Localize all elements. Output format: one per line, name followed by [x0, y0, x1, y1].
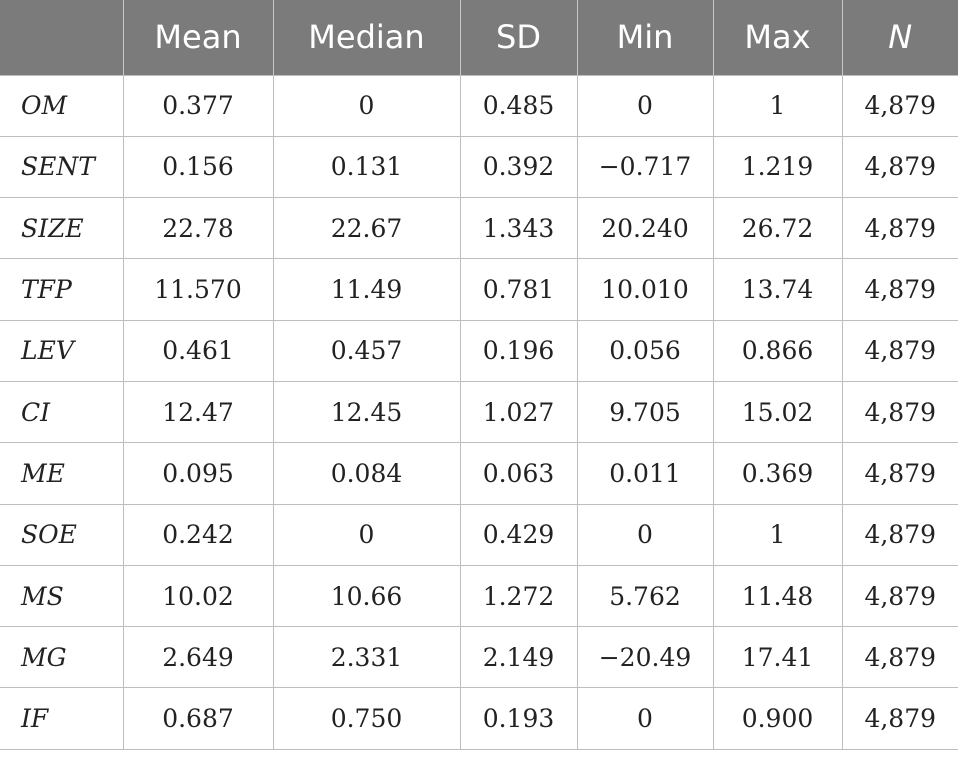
cell-n: 4,879: [841, 687, 958, 750]
table-row: SIZE 22.78 22.67 1.343 20.240 26.72 4,879: [0, 197, 958, 260]
row-label: CI: [0, 380, 124, 444]
cell-min: 0: [576, 503, 714, 566]
cell-max: 0.900: [712, 687, 843, 750]
cell-max: 0.369: [712, 442, 843, 505]
table-row: SENT 0.156 0.131 0.392 −0.717 1.219 4,879: [0, 135, 958, 199]
cell-max: 26.72: [712, 197, 843, 260]
row-label: SIZE: [0, 197, 124, 260]
cell-n: 4,879: [841, 135, 958, 199]
row-label: MG: [0, 626, 124, 689]
cell-median: 11.49: [272, 258, 461, 321]
cell-median: 0.084: [272, 442, 461, 505]
cell-n: 4,879: [841, 258, 958, 321]
cell-mean: 0.242: [122, 503, 274, 566]
table-row: SOE 0.242 0 0.429 0 1 4,879: [0, 503, 958, 566]
cell-max: 1: [712, 74, 843, 137]
header-cell-max: Max: [713, 0, 843, 75]
cell-min: 0.056: [576, 319, 714, 382]
cell-sd: 0.781: [459, 258, 578, 321]
cell-sd: 0.063: [459, 442, 578, 505]
table-row: OM 0.377 0 0.485 0 1 4,879: [0, 74, 958, 137]
cell-min: 0.011: [576, 442, 714, 505]
table-row: IF 0.687 0.750 0.193 0 0.900 4,879: [0, 687, 958, 750]
table-row: ME 0.095 0.084 0.063 0.011 0.369 4,879: [0, 442, 958, 505]
row-label: IF: [0, 687, 124, 750]
header-cell-empty: [0, 0, 124, 75]
cell-n: 4,879: [841, 380, 958, 444]
cell-max: 1: [712, 503, 843, 566]
cell-median: 0: [272, 74, 461, 137]
cell-mean: 10.02: [122, 564, 274, 628]
cell-max: 13.74: [712, 258, 843, 321]
table-row: MG 2.649 2.331 2.149 −20.49 17.41 4,879: [0, 626, 958, 689]
cell-median: 12.45: [272, 380, 461, 444]
cell-n: 4,879: [841, 74, 958, 137]
cell-mean: 0.095: [122, 442, 274, 505]
header-cell-mean: Mean: [123, 0, 274, 75]
row-label: MS: [0, 564, 124, 628]
cell-min: 20.240: [576, 197, 714, 260]
header-cell-n: N: [842, 0, 958, 75]
cell-n: 4,879: [841, 626, 958, 689]
cell-min: 10.010: [576, 258, 714, 321]
cell-n: 4,879: [841, 442, 958, 505]
cell-min: 0: [576, 687, 714, 750]
table-row: LEV 0.461 0.457 0.196 0.056 0.866 4,879: [0, 319, 958, 382]
cell-median: 0: [272, 503, 461, 566]
cell-median: 0.750: [272, 687, 461, 750]
cell-n: 4,879: [841, 503, 958, 566]
cell-max: 1.219: [712, 135, 843, 199]
cell-max: 0.866: [712, 319, 843, 382]
row-label: ME: [0, 442, 124, 505]
cell-mean: 12.47: [122, 380, 274, 444]
cell-mean: 22.78: [122, 197, 274, 260]
cell-sd: 2.149: [459, 626, 578, 689]
cell-min: 5.762: [576, 564, 714, 628]
cell-sd: 1.343: [459, 197, 578, 260]
row-label: LEV: [0, 319, 124, 382]
cell-sd: 0.196: [459, 319, 578, 382]
row-label: SOE: [0, 503, 124, 566]
cell-mean: 0.156: [122, 135, 274, 199]
cell-sd: 1.272: [459, 564, 578, 628]
cell-sd: 1.027: [459, 380, 578, 444]
cell-min: 9.705: [576, 380, 714, 444]
cell-n: 4,879: [841, 564, 958, 628]
cell-sd: 0.485: [459, 74, 578, 137]
cell-mean: 2.649: [122, 626, 274, 689]
cell-min: 0: [576, 74, 714, 137]
cell-median: 0.457: [272, 319, 461, 382]
table-header: Mean Median SD Min Max N: [0, 0, 958, 75]
header-cell-sd: SD: [460, 0, 578, 75]
cell-median: 2.331: [272, 626, 461, 689]
cell-n: 4,879: [841, 197, 958, 260]
cell-median: 10.66: [272, 564, 461, 628]
cell-median: 22.67: [272, 197, 461, 260]
statistics-table: Mean Median SD Min Max N OM 0.377 0 0.485 0 1…: [0, 0, 958, 750]
cell-n: 4,879: [841, 319, 958, 382]
cell-min: −0.717: [576, 135, 714, 199]
table-body: OM 0.377 0 0.485 0 1 4,879 SENT 0.156 0.131 0.392−…: [0, 74, 958, 750]
cell-median: 0.131: [272, 135, 461, 199]
cell-mean: 0.687: [122, 687, 274, 750]
row-label: TFP: [0, 258, 124, 321]
cell-mean: 0.461: [122, 319, 274, 382]
cell-sd: 0.429: [459, 503, 578, 566]
header-cell-median: Median: [273, 0, 461, 75]
table-row: CI 12.47 12.45 1.027 9.705 15.02 4,879: [0, 380, 958, 444]
header-row: Mean Median SD Min Max N: [0, 0, 958, 75]
cell-max: 11.48: [712, 564, 843, 628]
row-label: SENT: [0, 135, 124, 199]
cell-sd: 0.193: [459, 687, 578, 750]
cell-max: 17.41: [712, 626, 843, 689]
cell-max: 15.02: [712, 380, 843, 444]
row-label: OM: [0, 74, 124, 137]
cell-min: −20.49: [576, 626, 714, 689]
table-row: TFP 11.570 11.49 0.781 10.010 13.74 4,879: [0, 258, 958, 321]
cell-mean: 0.377: [122, 74, 274, 137]
cell-sd: 0.392: [459, 135, 578, 199]
table-row: MS 10.02 10.66 1.272 5.762 11.48 4,879: [0, 564, 958, 628]
cell-mean: 11.570: [122, 258, 274, 321]
header-cell-min: Min: [577, 0, 714, 75]
